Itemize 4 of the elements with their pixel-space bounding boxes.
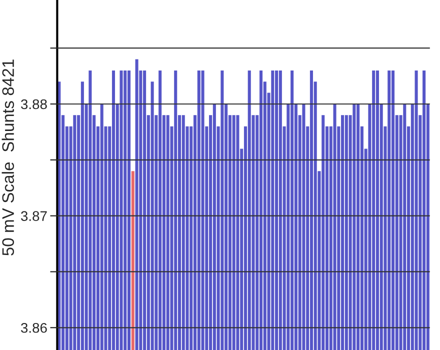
y-tick-label: 3.87 bbox=[20, 211, 47, 221]
y-tick-label: 3.88 bbox=[20, 99, 47, 110]
y-axis-title: 50 mV Scale Shunts 8421 bbox=[2, 60, 14, 256]
y-tick-label: 3.86 bbox=[20, 322, 47, 333]
